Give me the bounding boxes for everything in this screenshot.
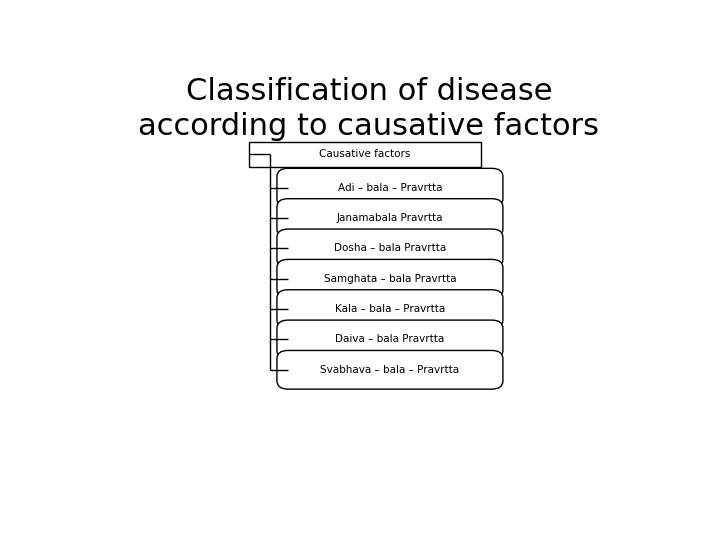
Text: Samghata – bala Pravrtta: Samghata – bala Pravrtta	[323, 274, 456, 284]
FancyBboxPatch shape	[277, 199, 503, 238]
Text: Svabhava – bala – Pravrtta: Svabhava – bala – Pravrtta	[320, 365, 459, 375]
Text: Causative factors: Causative factors	[319, 149, 410, 159]
Text: Dosha – bala Pravrtta: Dosha – bala Pravrtta	[334, 244, 446, 253]
Text: Adi – bala – Pravrtta: Adi – bala – Pravrtta	[338, 183, 442, 193]
Text: Daiva – bala Pravrtta: Daiva – bala Pravrtta	[336, 334, 444, 345]
FancyBboxPatch shape	[277, 290, 503, 328]
Text: Classification of disease
according to causative factors: Classification of disease according to c…	[138, 77, 600, 141]
Text: Kala – bala – Pravrtta: Kala – bala – Pravrtta	[335, 304, 445, 314]
FancyBboxPatch shape	[277, 229, 503, 268]
FancyBboxPatch shape	[277, 168, 503, 207]
FancyBboxPatch shape	[277, 350, 503, 389]
FancyBboxPatch shape	[277, 320, 503, 359]
Text: Janamabala Pravrtta: Janamabala Pravrtta	[337, 213, 444, 223]
FancyBboxPatch shape	[249, 141, 481, 167]
FancyBboxPatch shape	[277, 259, 503, 298]
